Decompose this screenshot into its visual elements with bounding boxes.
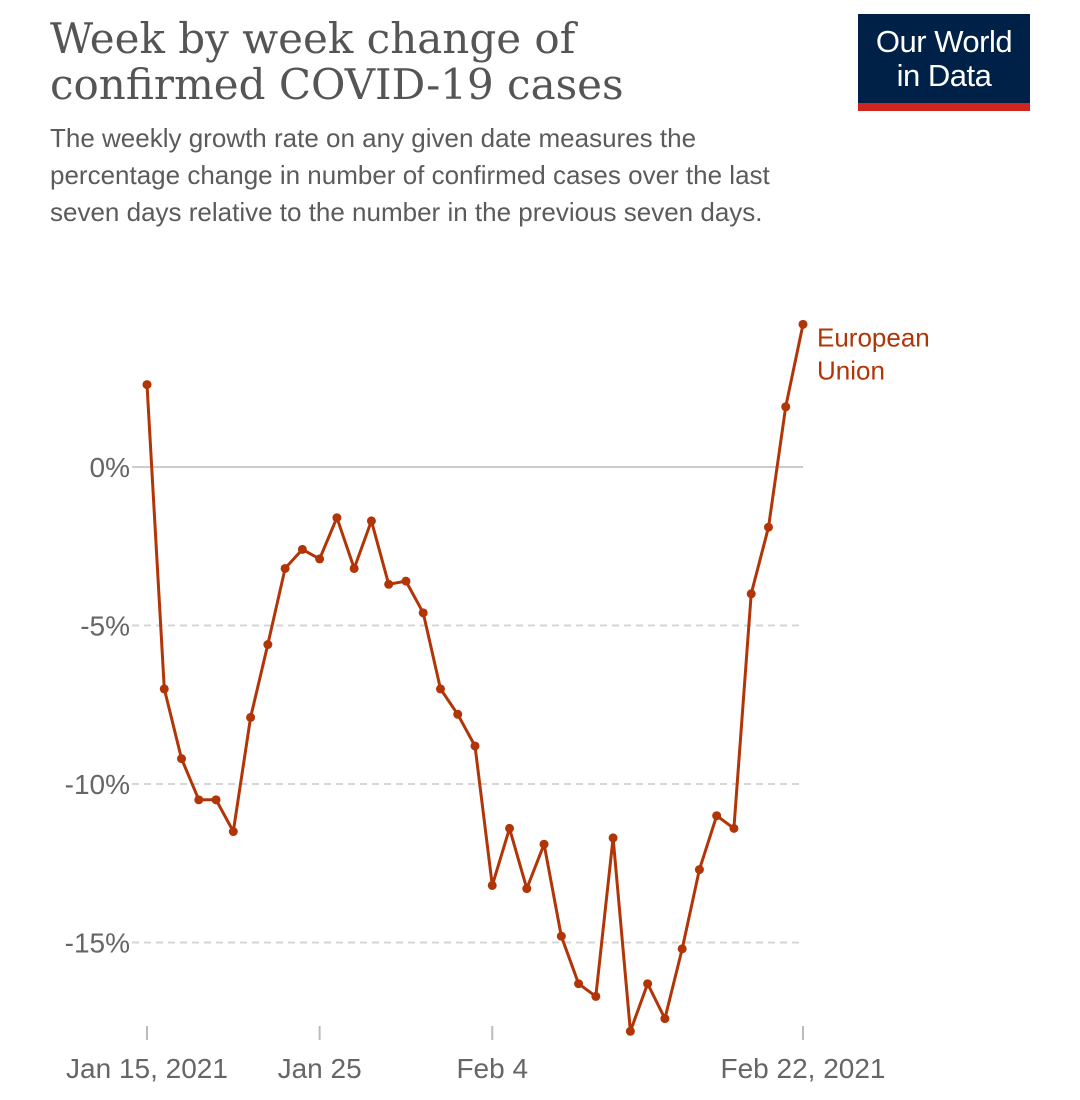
data-point — [194, 795, 204, 805]
data-point — [591, 991, 601, 1001]
y-tick-label: -15% — [65, 928, 130, 959]
data-point — [263, 640, 273, 650]
data-point — [608, 833, 618, 843]
data-point — [177, 754, 187, 764]
data-point — [435, 684, 445, 694]
data-point — [539, 839, 549, 849]
data-point — [729, 823, 739, 833]
data-point — [556, 931, 566, 941]
series-line — [145, 322, 805, 1033]
data-point — [487, 880, 497, 890]
data-point — [470, 741, 480, 751]
data-point — [366, 516, 376, 526]
y-tick-label: -10% — [65, 769, 130, 800]
data-point — [643, 979, 653, 989]
data-point — [297, 544, 307, 554]
y-tick-label: -5% — [80, 611, 130, 642]
owid-logo[interactable]: Our World in Data — [858, 14, 1030, 111]
data-point — [384, 579, 394, 589]
logo-line-2: in Data — [896, 57, 992, 93]
data-point — [332, 513, 342, 523]
data-point — [211, 795, 221, 805]
chart-subtitle: The weekly growth rate on any given date… — [50, 123, 770, 227]
y-tick-label: 0% — [90, 452, 130, 483]
data-point — [315, 554, 325, 564]
data-point — [142, 380, 152, 390]
data-point — [349, 563, 359, 573]
data-point — [522, 884, 532, 894]
data-point — [418, 608, 428, 618]
data-point — [246, 712, 256, 722]
x-tick-label: Feb 22, 2021 — [720, 1053, 885, 1084]
data-point — [677, 944, 687, 954]
data-point — [746, 589, 756, 599]
x-tick-label: Feb 4 — [456, 1053, 528, 1084]
data-point — [712, 811, 722, 821]
logo-line-1: Our World — [875, 23, 1013, 59]
x-tick-label: Jan 15, 2021 — [66, 1053, 228, 1084]
data-point — [228, 827, 238, 837]
chart-title: Week by week change of confirmed COVID-1… — [50, 14, 624, 109]
data-point — [574, 979, 584, 989]
data-point — [159, 684, 169, 694]
data-point — [763, 522, 773, 532]
data-point — [401, 576, 411, 586]
data-point — [505, 823, 515, 833]
data-point — [781, 402, 791, 412]
series-label: European Union — [817, 322, 930, 385]
data-point — [453, 709, 463, 719]
data-point — [798, 319, 808, 329]
x-tick-label: Jan 25 — [278, 1053, 362, 1084]
data-point — [625, 1026, 635, 1036]
data-point — [660, 1014, 670, 1024]
data-point — [280, 563, 290, 573]
data-point — [694, 865, 704, 875]
